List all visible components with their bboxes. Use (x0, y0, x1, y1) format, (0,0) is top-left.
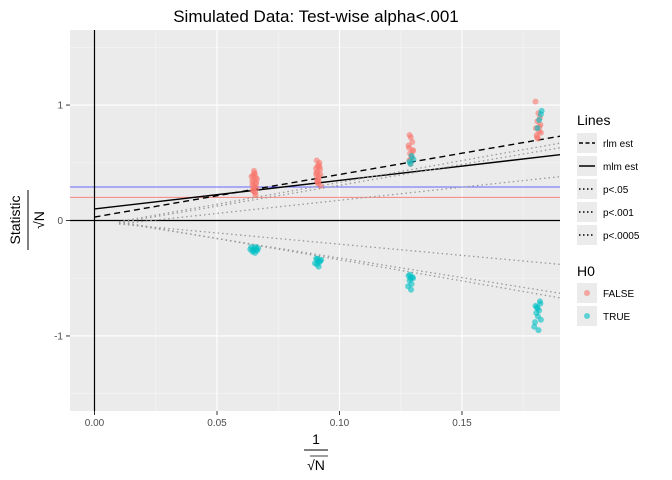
point-false (406, 132, 413, 139)
legend-lines-label: mlm est (603, 162, 638, 173)
fit-line-rlm-est (94, 135, 561, 218)
point-true (407, 271, 414, 278)
legend-lines-label: p<.001 (603, 208, 634, 219)
fit-line-mlm-est (94, 153, 561, 210)
y-axis-label-numerator: Statistic (7, 195, 23, 244)
legend-points-label: FALSE (603, 289, 634, 300)
legend-points: H0 FALSE TRUE (577, 263, 634, 326)
y-axis-label: Statistic √N (7, 190, 47, 250)
point-true (406, 158, 413, 165)
legend-lines-items: rlm est mlm est p<.05 p<.001 p<.0005 (577, 133, 640, 245)
point-false (533, 134, 540, 141)
point-false (252, 192, 259, 199)
chart-title: Simulated Data: Test-wise alpha<.001 (173, 7, 459, 26)
point-true (408, 152, 415, 159)
legend-points-swatch (584, 290, 590, 296)
x-tick-label: 0.05 (207, 418, 227, 429)
y-tick-label: 0 (57, 216, 63, 227)
data-points (247, 98, 545, 334)
point-false (315, 178, 322, 185)
point-true (536, 298, 543, 305)
point-false (252, 180, 259, 187)
legend-points-label: TRUE (603, 312, 631, 323)
point-true (531, 323, 538, 330)
point-false (537, 129, 544, 136)
x-axis-ticks: 0.00 0.05 0.10 0.15 (85, 411, 472, 429)
fit-lines (94, 135, 561, 299)
x-tick-label: 0.00 (85, 418, 105, 429)
point-false (253, 175, 260, 182)
point-true (408, 286, 415, 293)
y-tick-label: -1 (54, 331, 63, 342)
y-tick-label: 1 (57, 101, 63, 112)
legend-lines-label: p<.05 (603, 185, 629, 196)
point-false (248, 173, 255, 180)
point-true (534, 125, 541, 132)
legend-lines-title: Lines (577, 112, 610, 128)
point-false (249, 187, 256, 194)
x-tick-label: 0.10 (330, 418, 350, 429)
point-true (532, 319, 539, 326)
fit-line-p-05 (118, 175, 561, 225)
x-tick-label: 0.15 (452, 418, 472, 429)
point-false (317, 182, 324, 189)
x-axis-label: 1 √N (304, 431, 328, 473)
legend-lines: Lines rlm est mlm est p<.05 p<.001 p<.0005 (577, 112, 640, 245)
legend-points-title: H0 (577, 263, 595, 279)
legend-lines-label: rlm est (603, 139, 633, 150)
point-true (247, 246, 254, 253)
legend-points-items: FALSE TRUE (577, 283, 634, 326)
x-axis-label-numerator: 1 (312, 431, 320, 447)
point-false (406, 144, 413, 151)
legend-points-swatch (584, 313, 590, 319)
point-true (537, 316, 544, 323)
fit-line-p-05 (118, 223, 561, 266)
point-false (313, 157, 320, 164)
point-false (316, 164, 323, 171)
point-false (313, 172, 320, 179)
point-true (533, 304, 540, 311)
point-true (535, 327, 542, 334)
x-axis-label-denominator: √N (307, 457, 325, 473)
point-true (536, 117, 543, 124)
point-false (532, 98, 539, 105)
point-true (314, 255, 321, 262)
legend-lines-label: p<.0005 (603, 231, 640, 242)
point-false (409, 138, 416, 145)
point-true (251, 249, 258, 256)
point-true (538, 107, 545, 114)
y-axis-label-denominator: √N (31, 211, 47, 229)
point-true (315, 263, 322, 270)
y-axis-ticks: -1 0 1 (54, 101, 70, 342)
